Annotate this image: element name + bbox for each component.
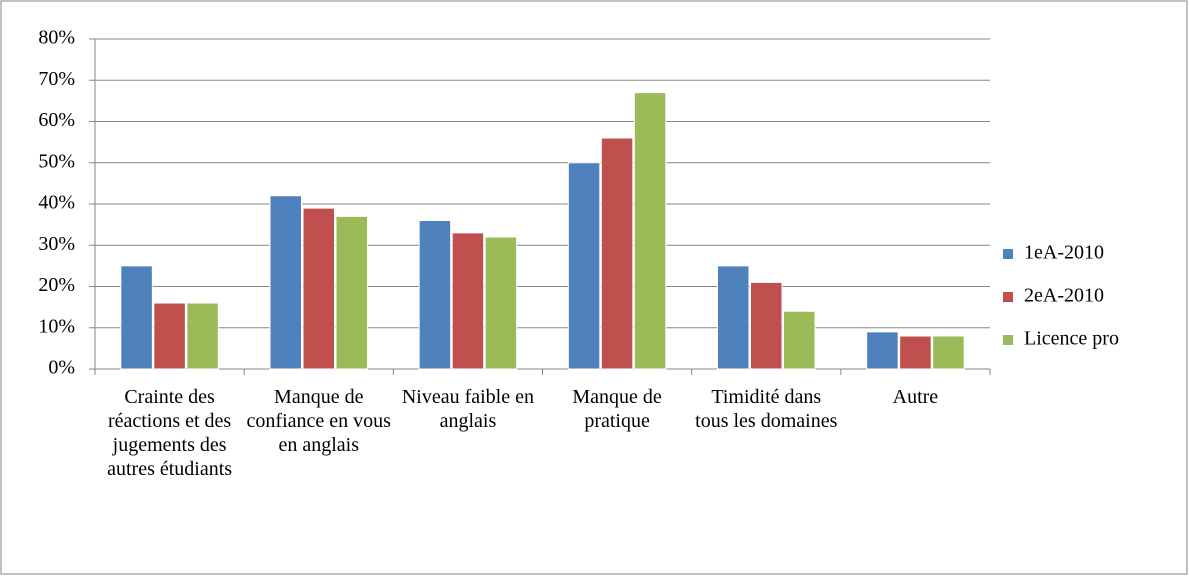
bar (899, 335, 932, 370)
y-tick-label: 40% (38, 192, 75, 214)
legend-swatch (1003, 249, 1013, 259)
x-tick-label: Timidité dans tous les domaines (695, 386, 838, 432)
bar (866, 331, 899, 370)
y-tick-label: 80% (38, 27, 75, 49)
y-tick-label: 50% (38, 150, 75, 172)
x-tick-label: Manque de confiance en vous en anglais (246, 386, 391, 456)
legend-swatch (1003, 292, 1013, 302)
bar (750, 281, 783, 370)
bar (600, 137, 634, 370)
bar (120, 265, 153, 370)
bar (783, 310, 816, 370)
bar (633, 92, 667, 370)
bar (269, 195, 302, 370)
x-tick-label: Crainte des réactions et des jugements d… (107, 386, 233, 480)
y-tick-label: 0% (48, 357, 75, 379)
legend-label: 1eA-2010 (1024, 242, 1104, 264)
legend-label: 2eA-2010 (1024, 285, 1104, 307)
y-tick-label: 20% (38, 274, 75, 296)
bar (567, 162, 601, 370)
bar (186, 302, 219, 370)
legend-swatch (1003, 335, 1013, 345)
bar (451, 232, 485, 370)
bar (153, 302, 186, 370)
x-tick-label: Autre (892, 386, 939, 408)
x-tick-label: Niveau faible en anglais (401, 386, 534, 432)
bar (418, 220, 452, 370)
bar (335, 215, 368, 370)
y-tick-label: 30% (38, 233, 75, 255)
y-tick-label: 10% (38, 315, 75, 337)
y-tick-label: 60% (38, 109, 75, 131)
x-tick-label: Manque de pratique (572, 386, 662, 432)
bar (484, 236, 518, 370)
y-tick-label: 70% (38, 68, 75, 90)
bar (302, 207, 335, 370)
bar (932, 335, 965, 370)
bar (717, 265, 750, 370)
legend-label: Licence pro (1024, 328, 1119, 350)
